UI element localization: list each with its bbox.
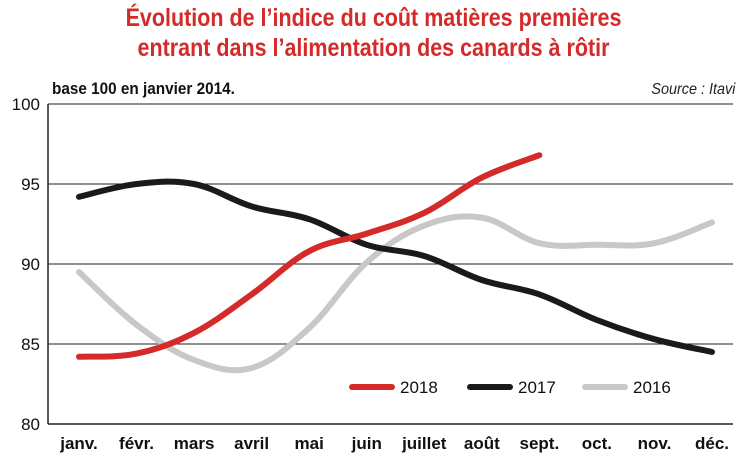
legend-label-2017: 2017 (518, 378, 556, 397)
x-tick-label: juin (351, 434, 382, 453)
x-tick-label: janv. (59, 434, 97, 453)
x-tick-label: août (464, 434, 500, 453)
legend-label-2018: 2018 (400, 378, 438, 397)
y-tick-label: 95 (21, 175, 40, 194)
series-line-2016 (76, 213, 715, 374)
x-axis-tick-labels: janv. févr. mars avril mai juin juillet août sep… (59, 434, 729, 453)
x-tick-label: oct. (582, 434, 612, 453)
chart-title-line-2: entrant dans l’alimentation des canards … (137, 34, 610, 62)
series-lines (76, 152, 715, 374)
y-tick-label: 85 (21, 335, 40, 354)
series-line-2017 (76, 178, 715, 355)
x-tick-label: mai (295, 434, 324, 453)
y-tick-label: 90 (21, 255, 40, 274)
legend: 2018 2017 2016 (349, 378, 671, 397)
x-tick-label: juillet (401, 434, 447, 453)
grid-lines (47, 103, 733, 425)
y-tick-label: 80 (21, 415, 40, 434)
source-note: Source : Itavi (650, 81, 735, 98)
y-axis-tick-labels: 80 85 90 95 100 (12, 95, 40, 434)
x-tick-label: déc. (695, 434, 729, 453)
legend-label-2016: 2016 (633, 378, 671, 397)
chart-subtitle: base 100 en janvier 2014. (52, 79, 235, 98)
y-tick-label: 100 (12, 95, 40, 114)
x-tick-label: mars (174, 434, 215, 453)
x-tick-label: avril (234, 434, 269, 453)
x-tick-label: sept. (520, 434, 560, 453)
chart-title-line-1: Évolution de l’indice du coût matières p… (125, 4, 622, 32)
series-line-2018 (76, 152, 543, 360)
x-tick-label: févr. (119, 434, 154, 453)
x-tick-label: nov. (638, 434, 672, 453)
